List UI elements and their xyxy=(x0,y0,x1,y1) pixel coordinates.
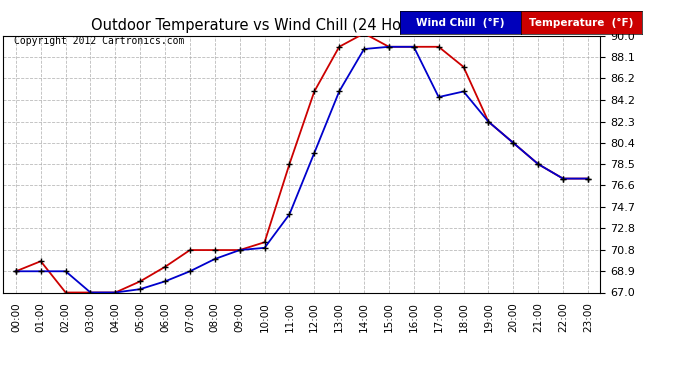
Title: Outdoor Temperature vs Wind Chill (24 Hours)  20120823: Outdoor Temperature vs Wind Chill (24 Ho… xyxy=(90,18,513,33)
Text: Temperature  (°F): Temperature (°F) xyxy=(529,18,633,27)
Text: Wind Chill  (°F): Wind Chill (°F) xyxy=(416,18,505,27)
Text: Copyright 2012 Cartronics.com: Copyright 2012 Cartronics.com xyxy=(14,36,184,46)
